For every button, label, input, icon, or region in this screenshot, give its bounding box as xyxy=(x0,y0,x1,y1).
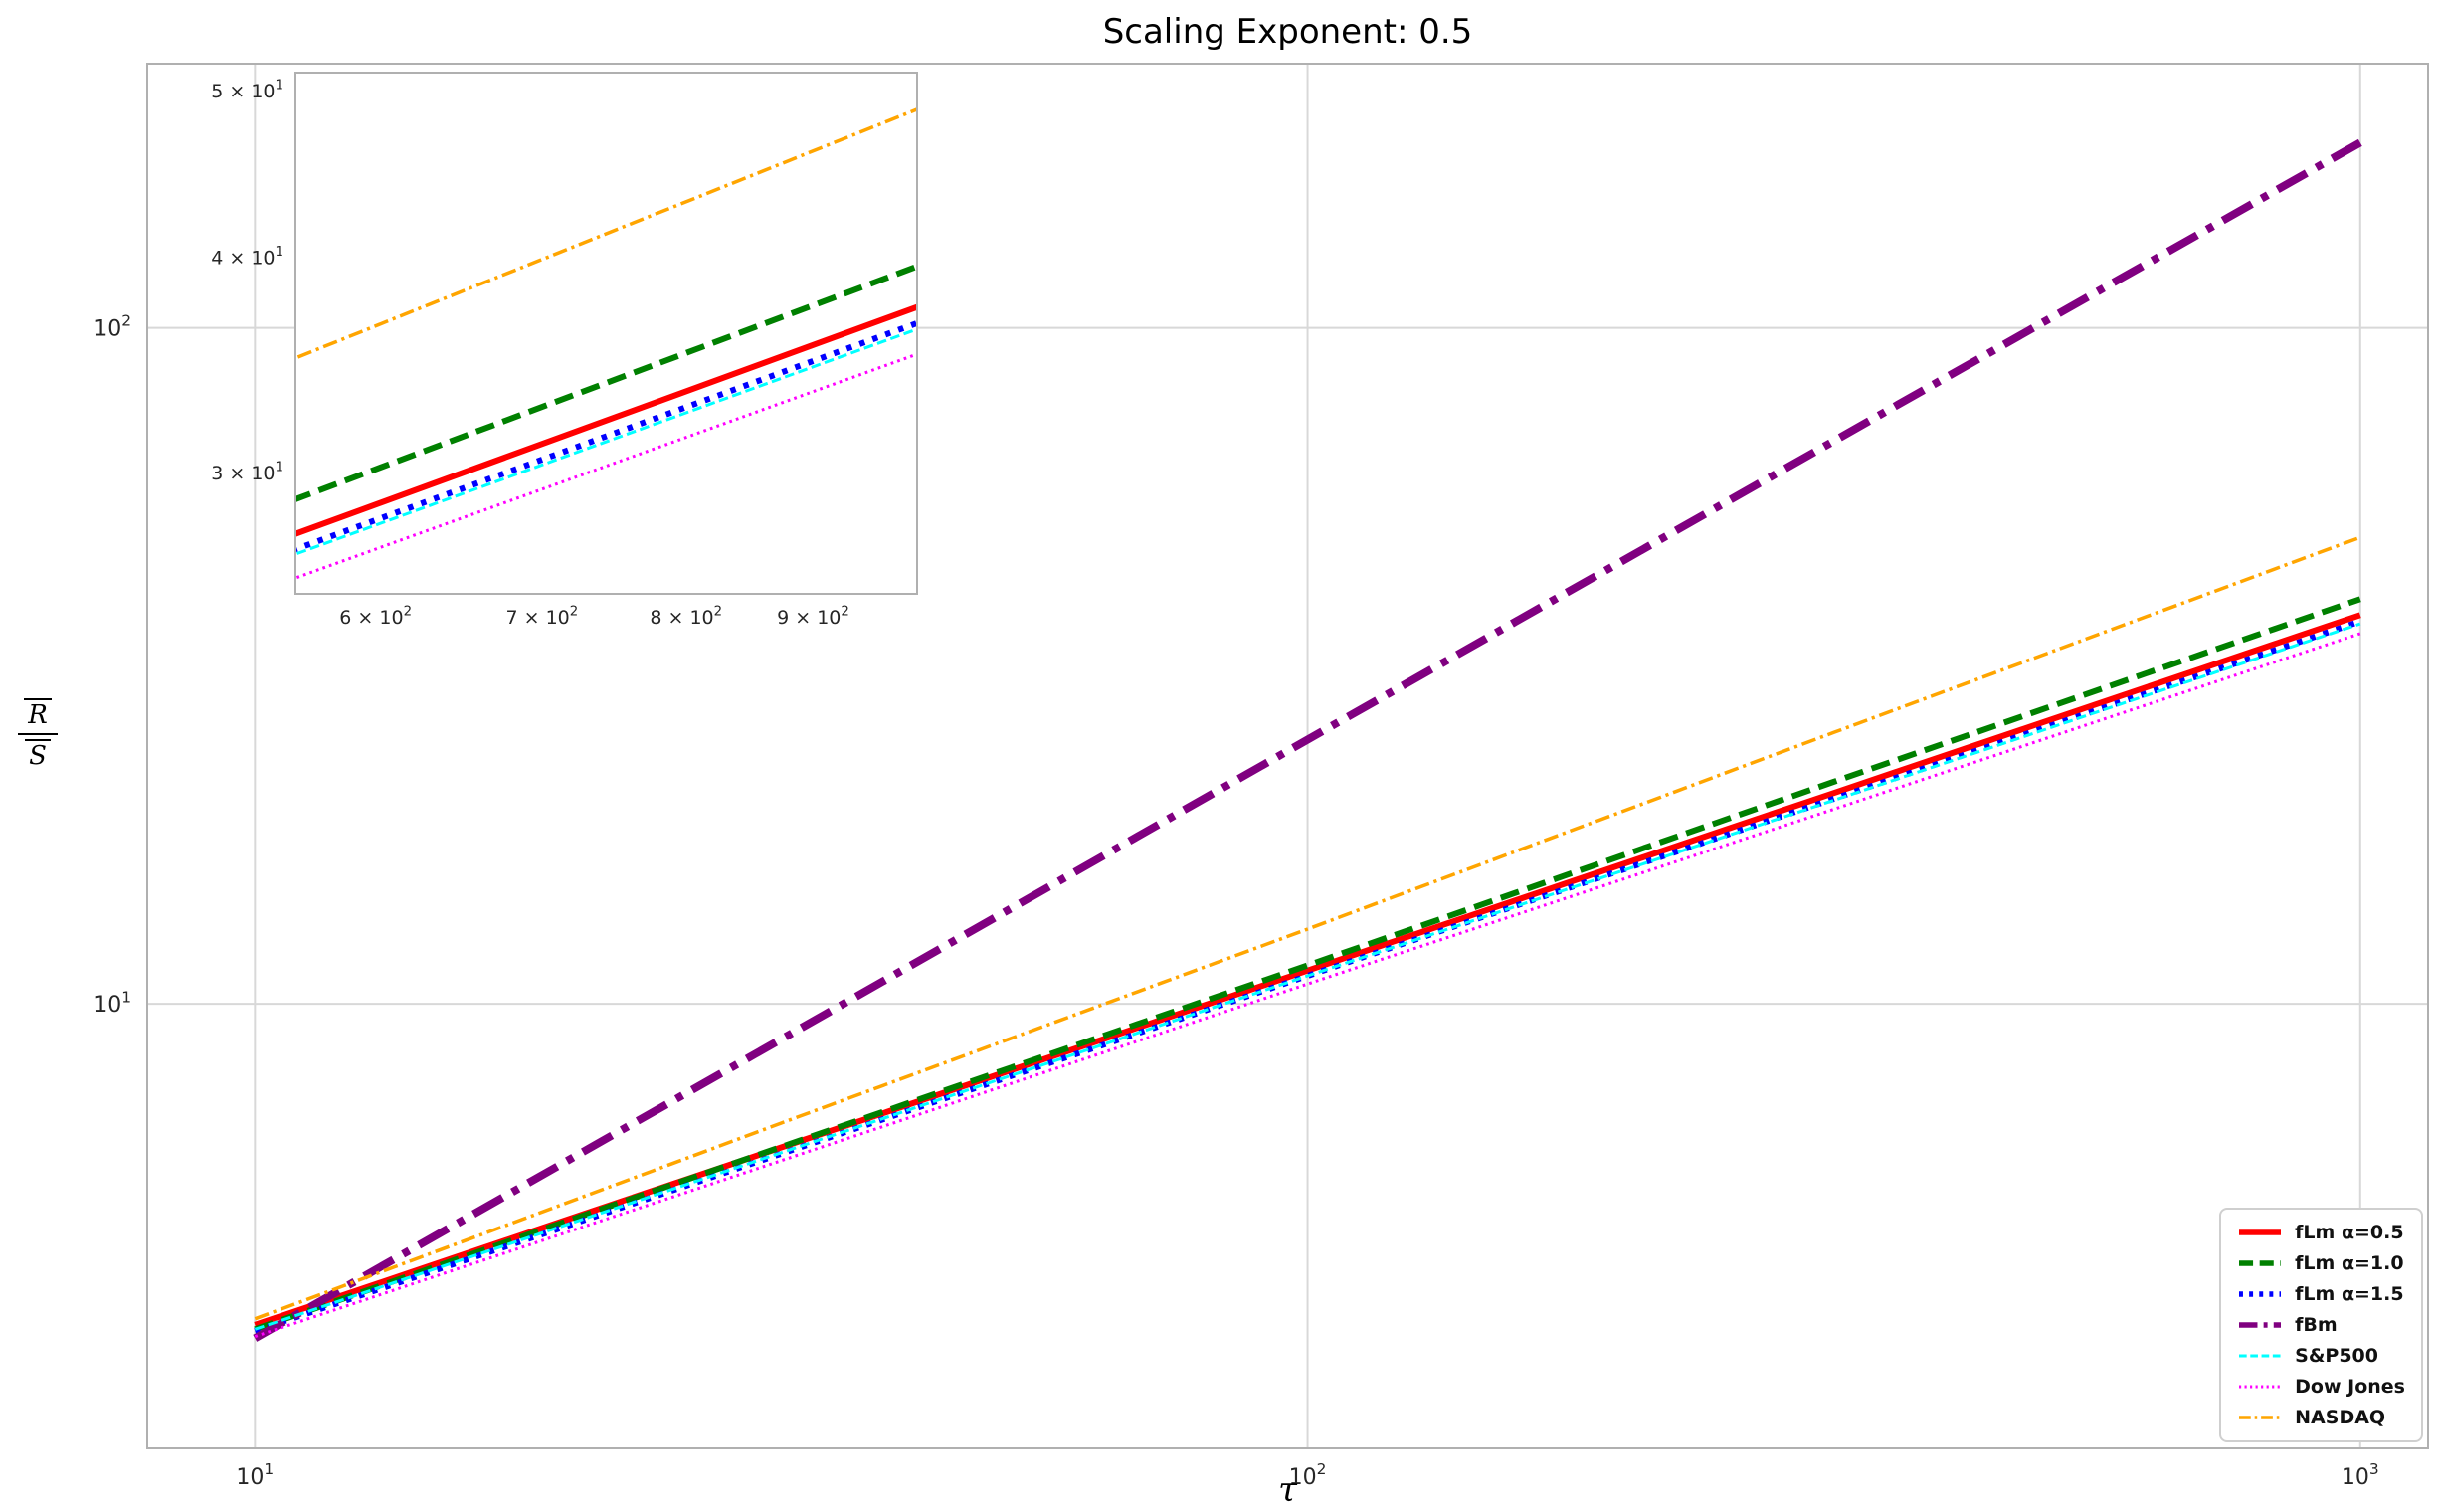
legend-line-sample-dow-jones xyxy=(2239,1385,2282,1389)
legend-line-sample-flm-0-5 xyxy=(2239,1229,2282,1235)
fraction-bar xyxy=(18,733,58,735)
axes-spine xyxy=(146,63,2429,1449)
legend-label-flm-0-5: fLm α=0.5 xyxy=(2295,1222,2404,1243)
inset-x-tick-label: 8 × 102 xyxy=(650,604,722,629)
legend-line-sample-s-p500 xyxy=(2239,1354,2282,1358)
main-line-fbm xyxy=(253,138,2362,1342)
y-axis-label: R S xyxy=(12,698,64,770)
inset-x-tick-label: 7 × 102 xyxy=(506,604,579,629)
legend-item-nasdaq: NASDAQ xyxy=(2237,1407,2405,1428)
legend-label-dow-jones: Dow Jones xyxy=(2295,1376,2405,1398)
legend: fLm α=0.5 fLm α=1.0 fLm α=1.5 fBm S&P500 Dow … xyxy=(2219,1208,2423,1442)
legend-item-flm-0-5: fLm α=0.5 xyxy=(2237,1222,2405,1243)
legend-item-s-p500: S&P500 xyxy=(2237,1345,2405,1367)
inset-spine xyxy=(294,72,918,595)
main-line-flm-1-0 xyxy=(254,596,2361,1333)
x-tick-label: 103 xyxy=(2342,1460,2379,1490)
x-tick-label: 101 xyxy=(236,1460,274,1490)
inset-x-tick-label: 9 × 102 xyxy=(777,604,849,629)
legend-line-sample-flm-1-0 xyxy=(2239,1260,2282,1266)
legend-label-flm-1-5: fLm α=1.5 xyxy=(2295,1283,2404,1305)
legend-label-fbm: fBm xyxy=(2295,1314,2338,1336)
legend-label-flm-1-0: fLm α=1.0 xyxy=(2295,1252,2404,1274)
y-axis-label-denominator: S xyxy=(25,739,51,770)
x-tick-label: 102 xyxy=(1289,1460,1327,1490)
legend-line-sample-flm-1-5 xyxy=(2239,1291,2282,1297)
legend-item-flm-1-5: fLm α=1.5 xyxy=(2237,1283,2405,1305)
inset-background xyxy=(295,73,917,594)
legend-line-sample-nasdaq xyxy=(2239,1416,2282,1419)
chart-title: Scaling Exponent: 0.5 xyxy=(1102,12,1473,52)
main-line-nasdaq xyxy=(254,535,2361,1321)
legend-line-sample-fbm xyxy=(2239,1322,2282,1328)
x-axis-label: τ xyxy=(1278,1470,1297,1510)
main-line-s-p500 xyxy=(254,622,2361,1331)
inset-y-tick-label: 4 × 101 xyxy=(211,245,283,270)
inset-y-tick-label: 3 × 101 xyxy=(211,460,283,484)
legend-item-fbm: fBm xyxy=(2237,1314,2405,1336)
y-axis-label-numerator: R xyxy=(24,698,52,729)
legend-label-nasdaq: NASDAQ xyxy=(2295,1407,2386,1428)
legend-item-flm-1-0: fLm α=1.0 xyxy=(2237,1252,2405,1274)
legend-item-dow-jones: Dow Jones xyxy=(2237,1376,2405,1398)
legend-label-s-p500: S&P500 xyxy=(2295,1345,2378,1367)
y-tick-label: 102 xyxy=(94,312,131,342)
y-tick-label: 101 xyxy=(94,988,131,1018)
inset-x-tick-label: 6 × 102 xyxy=(339,604,412,629)
inset-y-tick-label: 5 × 101 xyxy=(211,78,283,102)
